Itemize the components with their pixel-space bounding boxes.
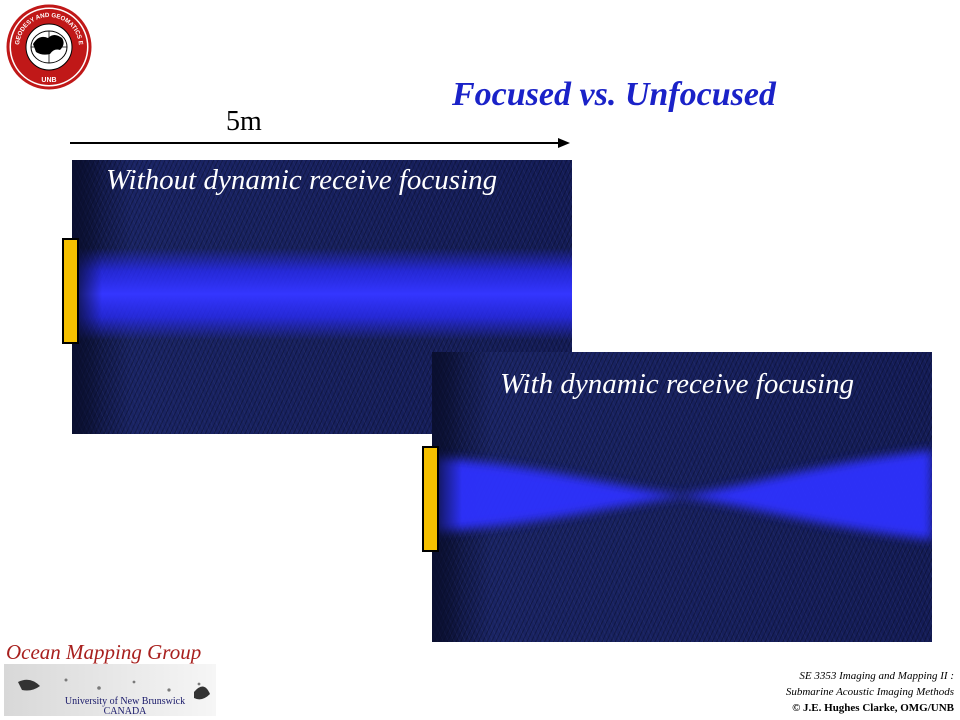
ocean-mapping-group-logo bbox=[4, 664, 216, 716]
institution-line2: CANADA bbox=[103, 706, 147, 717]
focused-label: With dynamic receive focusing bbox=[500, 368, 855, 400]
focused-beam-panel: With dynamic receive focusing bbox=[432, 352, 932, 642]
unb-seal-logo: GEODESY AND GEOMATICS ENGINEERING UNB bbox=[6, 4, 92, 90]
globe-icon bbox=[30, 30, 68, 64]
unfocused-label: Without dynamic receive focusing bbox=[106, 164, 498, 196]
institution-line1: University of New Brunswick bbox=[64, 696, 186, 707]
seal-bottom-text: UNB bbox=[41, 77, 56, 84]
unfocused-beam-panel: Without dynamic receive focusing bbox=[72, 160, 572, 434]
scale-arrow bbox=[70, 138, 570, 148]
group-name: Ocean Mapping Group bbox=[6, 640, 202, 664]
transducer-bar-focused bbox=[422, 446, 439, 552]
course-line2: Submarine Acoustic Imaging Methods bbox=[785, 686, 954, 698]
unfocused-beam bbox=[72, 160, 572, 434]
institution: University of New Brunswick CANADA bbox=[40, 697, 210, 717]
transducer-bar-unfocused bbox=[62, 238, 79, 344]
course-line1: SE 3353 Imaging and Mapping II : bbox=[799, 670, 954, 682]
slide-title: Focused vs. Unfocused bbox=[452, 76, 776, 113]
sonar-fish-icon bbox=[18, 679, 40, 691]
course-info: SE 3353 Imaging and Mapping II : Submari… bbox=[786, 668, 954, 716]
scale-label: 5m bbox=[226, 106, 262, 137]
focused-beam bbox=[432, 352, 932, 642]
copyright: © J.E. Hughes Clarke, OMG/UNB bbox=[792, 702, 954, 714]
